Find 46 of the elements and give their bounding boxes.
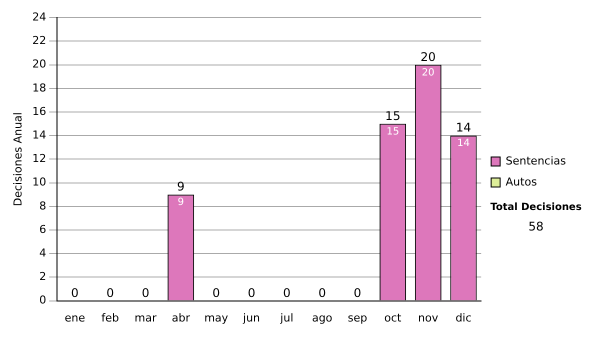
x-tick-label: nov [418, 311, 439, 324]
y-tick-label: 8 [39, 199, 46, 212]
y-tick-label: 20 [32, 58, 46, 71]
data-label: 15 [386, 126, 400, 138]
total-label: 0 [71, 286, 79, 300]
y-tick-label: 12 [32, 152, 46, 166]
legend-label: Autos [506, 175, 538, 188]
y-tick-label: 10 [32, 176, 46, 189]
legend-label: Sentencias [506, 154, 566, 168]
total-label: 0 [283, 286, 291, 300]
y-tick-label: 6 [39, 222, 46, 236]
x-tick-label: ene [64, 311, 86, 324]
x-tick-label: dic [455, 311, 472, 324]
x-tick-label: ago [312, 311, 333, 324]
total-label: 9 [177, 180, 185, 194]
y-tick-label: 14 [32, 128, 46, 142]
total-label: 0 [248, 286, 256, 300]
total-label: 15 [385, 108, 400, 123]
y-tick-label: 16 [32, 104, 46, 118]
total-label: 0 [106, 286, 114, 300]
y-axis-title: Decisiones Anual [11, 112, 24, 206]
total-label: 0 [318, 286, 326, 300]
data-label: 20 [422, 67, 435, 78]
x-tick-label: oct [384, 311, 402, 324]
total-label: 0 [212, 286, 220, 300]
total-label: 20 [420, 50, 436, 64]
total-label: 14 [456, 120, 472, 135]
data-label: 14 [457, 138, 470, 150]
text: 58 [528, 219, 544, 234]
y-tick-label: 4 [39, 246, 46, 260]
y-tick-label: 22 [32, 34, 46, 48]
y-tick-label: 0 [39, 294, 46, 307]
y-tick-label: 24 [32, 10, 46, 24]
text: Total Decisiones [490, 202, 582, 213]
x-tick-label: jul [279, 311, 294, 324]
x-tick-label: mar [134, 311, 157, 324]
x-tick-label: sep [348, 311, 368, 324]
total-label: 0 [142, 286, 150, 300]
data-label: 9 [178, 197, 184, 208]
y-tick-label: 18 [32, 81, 46, 94]
x-tick-label: feb [101, 311, 120, 324]
x-tick-label: abr [172, 311, 190, 324]
y-tick-label: 2 [39, 270, 46, 284]
total-label: 0 [354, 286, 362, 300]
x-tick-label: jun [242, 311, 260, 324]
x-tick-label: may [204, 311, 229, 324]
